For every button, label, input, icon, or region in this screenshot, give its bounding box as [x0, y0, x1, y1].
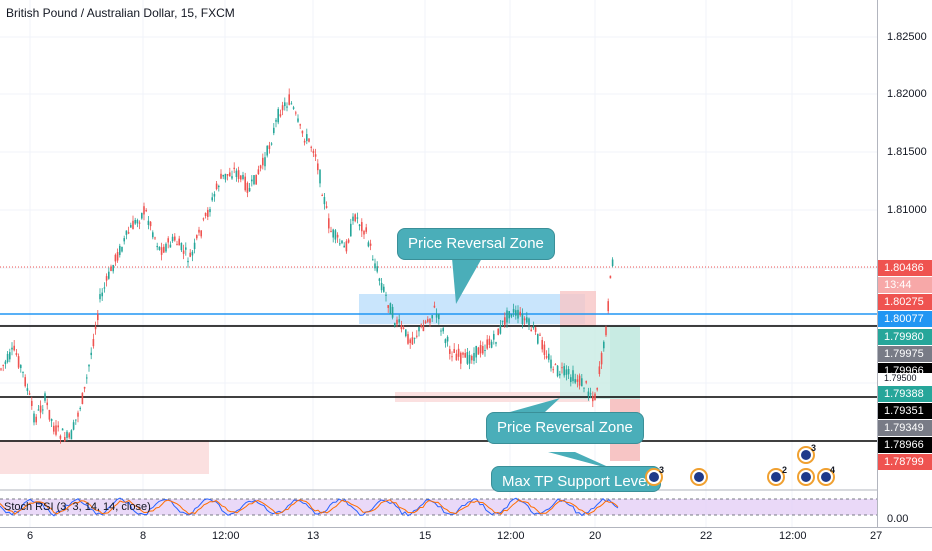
target-zone: [610, 326, 640, 399]
event-count: 3: [811, 443, 817, 453]
price-tag: 1.79980: [878, 329, 932, 345]
price-tag: 1.79975: [878, 346, 932, 362]
time-label: 20: [589, 530, 602, 542]
time-label: 22: [700, 530, 713, 542]
callout-tail-upper: [452, 258, 482, 304]
price-tag: 1.79351: [878, 403, 932, 419]
stop-zone-upper: [560, 291, 596, 326]
flag-au-icon[interactable]: [690, 468, 708, 486]
time-label: 12:00: [497, 530, 525, 542]
event-count: 4: [830, 465, 836, 475]
callout-tail-lower: [510, 398, 560, 412]
price-tag: 1.79500: [878, 373, 932, 383]
indicator-zero-label: 0.00: [887, 513, 909, 525]
entry-zone-left: [560, 326, 610, 399]
price-tag: 1.78799: [878, 454, 932, 470]
time-label: 27: [870, 530, 883, 542]
chart-title: British Pound / Australian Dollar, 15, F…: [6, 6, 235, 20]
flag-uk-icon[interactable]: [645, 468, 663, 486]
price-tag: 1.78966: [878, 437, 932, 453]
candlestick-series: [0, 88, 614, 444]
callout-tail-support: [548, 452, 615, 470]
indicator-label[interactable]: Stoch RSI (3, 3, 14, 14, close): [4, 501, 151, 513]
price-tag: 1.79349: [878, 420, 932, 436]
stoch-d-line: [0, 499, 619, 515]
time-label: 12:00: [779, 530, 807, 542]
time-label: 8: [140, 530, 147, 542]
price-tick: 1.81000: [887, 204, 927, 216]
callout-max-tp-support[interactable]: Max TP Support Level: [491, 466, 661, 492]
time-label: 15: [419, 530, 432, 542]
time-label: 12:00: [212, 530, 240, 542]
grid-lines: [0, 0, 877, 527]
time-label: 13: [307, 530, 320, 542]
time-axis[interactable]: [0, 527, 932, 551]
price-tick: 1.82500: [887, 31, 927, 43]
flag-uk-icon[interactable]: [767, 468, 785, 486]
price-tick: 1.81500: [887, 146, 927, 158]
flag-au-icon[interactable]: [797, 446, 815, 464]
support-zone-left: [0, 440, 209, 474]
callout-price-reversal-upper[interactable]: Price Reversal Zone: [397, 228, 555, 260]
price-tick: 1.82000: [887, 88, 927, 100]
time-label: 6: [27, 530, 34, 542]
price-tag: 1.80077: [878, 311, 932, 327]
event-count: 2: [782, 465, 788, 475]
price-tag: 1.79388: [878, 386, 932, 402]
price-tag-countdown: 13:44: [878, 277, 932, 293]
flag-uk-icon[interactable]: [817, 468, 835, 486]
price-tag-last: 1.80486: [878, 260, 932, 276]
callout-price-reversal-lower[interactable]: Price Reversal Zone: [486, 412, 644, 444]
price-tag: 1.80275: [878, 294, 932, 310]
flag-uk-icon[interactable]: [797, 468, 815, 486]
event-count: 3: [659, 465, 665, 475]
